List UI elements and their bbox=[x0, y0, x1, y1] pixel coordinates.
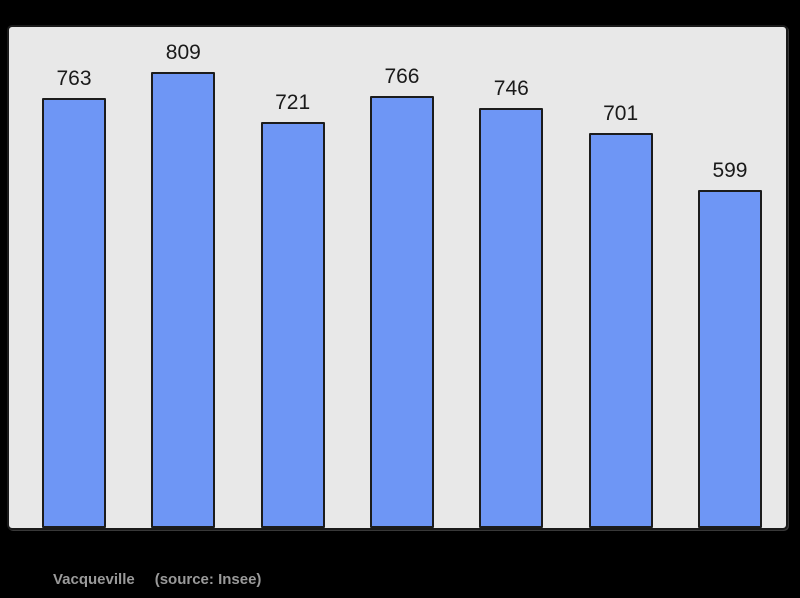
bar bbox=[42, 98, 106, 528]
chart-caption: Vacqueville (source: Insee) bbox=[53, 571, 261, 588]
bar-value-label: 763 bbox=[56, 67, 92, 90]
commune-name-label: Vacqueville bbox=[53, 571, 135, 588]
bar bbox=[369, 96, 434, 528]
bar-value-label: 701 bbox=[603, 102, 639, 125]
bar bbox=[151, 72, 216, 528]
bar bbox=[260, 122, 325, 528]
chart-panel: 763 809 721 766 746 701 599 bbox=[7, 25, 788, 530]
bar-value-label: 746 bbox=[493, 77, 529, 100]
bar-value-label: 599 bbox=[712, 159, 748, 182]
bar bbox=[588, 133, 653, 528]
bar-value-label: 766 bbox=[384, 65, 420, 88]
bars-container: 763 809 721 766 746 701 599 bbox=[9, 27, 786, 528]
bar bbox=[697, 190, 762, 528]
bar-value-label: 809 bbox=[165, 41, 201, 64]
caption-source-label: (source: Insee) bbox=[154, 571, 262, 588]
bar-value-label: 721 bbox=[275, 91, 311, 114]
bar bbox=[479, 108, 544, 528]
